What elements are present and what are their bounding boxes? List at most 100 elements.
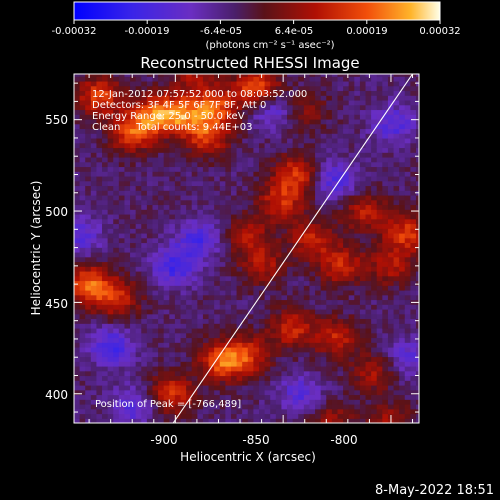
heatmap-cell <box>113 413 120 419</box>
heatmap-cell <box>113 109 120 115</box>
heatmap-cell <box>264 99 271 106</box>
heatmap-cell <box>124 256 131 263</box>
heatmap-cell <box>253 318 260 324</box>
heatmap-cell <box>74 133 81 139</box>
heatmap-cell <box>365 275 372 282</box>
heatmap-cell <box>343 280 350 286</box>
heatmap-cell <box>180 304 187 310</box>
heatmap-cell <box>354 256 361 263</box>
heatmap-cell <box>96 394 103 400</box>
heatmap-cell <box>259 137 266 144</box>
heatmap-cell <box>113 156 120 163</box>
heatmap-cell <box>225 280 232 286</box>
heatmap-cell <box>259 332 266 339</box>
heatmap-cell <box>214 128 221 134</box>
heatmap-cell <box>298 370 305 377</box>
heatmap-cell <box>158 74 165 77</box>
heatmap-cell <box>281 80 288 87</box>
heatmap-cell <box>135 247 142 253</box>
heatmap-cell <box>365 285 372 291</box>
heatmap-cell <box>236 299 243 305</box>
heatmap-cell <box>236 318 243 324</box>
heatmap-cell <box>292 346 299 353</box>
heatmap-cell <box>264 76 271 82</box>
heatmap-cell <box>382 289 389 296</box>
heatmap-cell <box>180 256 187 263</box>
heatmap-cell <box>292 237 299 244</box>
heatmap-cell <box>158 394 165 400</box>
heatmap-cell <box>107 270 114 277</box>
heatmap-cell <box>331 361 339 367</box>
heatmap-cell <box>158 232 165 239</box>
colorbar: -0.00032 -0.00019 -6.4e-05 6.4e-05 0.000… <box>52 1 461 51</box>
heatmap-cell <box>85 228 92 234</box>
heatmap-cell <box>118 99 126 106</box>
heatmap-cell <box>146 247 154 253</box>
heatmap-cell <box>85 356 92 362</box>
heatmap-cell <box>191 399 198 405</box>
heatmap-cell <box>130 327 137 334</box>
heatmap-cell <box>309 99 316 106</box>
heatmap-cell <box>191 213 198 220</box>
heatmap-cell <box>264 114 271 120</box>
heatmap-cell <box>202 294 210 301</box>
heatmap-cell <box>74 114 81 120</box>
heatmap-cell <box>174 190 182 196</box>
heatmap-cell <box>202 166 210 172</box>
heatmap-cell <box>236 133 243 139</box>
heatmap-cell <box>135 104 142 111</box>
heatmap-cell <box>208 118 215 125</box>
heatmap-cell <box>281 237 288 244</box>
heatmap-cell <box>74 247 81 253</box>
heatmap-cell <box>146 209 154 215</box>
heatmap-cell <box>337 204 344 210</box>
heatmap-cell <box>303 242 311 248</box>
heatmap-cell <box>208 147 215 153</box>
heatmap-cell <box>281 247 288 253</box>
heatmap-cell <box>253 133 260 139</box>
heatmap-cell <box>287 166 294 172</box>
heatmap-cell <box>163 280 170 286</box>
heatmap-cell <box>348 304 355 310</box>
heatmap-cell <box>275 351 283 358</box>
heatmap-cell <box>225 308 232 315</box>
heatmap-cell <box>264 299 271 305</box>
heatmap-cell <box>230 351 238 358</box>
heatmap-cell <box>113 408 120 415</box>
heatmap-cell <box>130 180 137 187</box>
heatmap-cell <box>90 175 98 182</box>
heatmap-cell <box>382 270 389 277</box>
heatmap-cell <box>174 299 182 305</box>
heatmap-cell <box>264 123 271 130</box>
heatmap-cell <box>230 380 238 386</box>
heatmap-cell <box>152 285 159 291</box>
heatmap-cell <box>219 308 226 315</box>
heatmap-cell <box>186 304 193 310</box>
heatmap-cell <box>85 209 92 215</box>
heatmap-cell <box>174 242 182 248</box>
heatmap-cell <box>219 266 226 272</box>
heatmap-cell <box>298 166 305 172</box>
heatmap-cell <box>169 280 176 286</box>
heatmap-cell <box>146 223 154 229</box>
heatmap-cell <box>365 237 372 244</box>
heatmap-cell <box>298 280 305 286</box>
heatmap-cell <box>141 118 148 125</box>
heatmap-cell <box>85 80 92 87</box>
heatmap-cell <box>186 142 193 149</box>
heatmap-cell <box>146 308 154 315</box>
heatmap-cell <box>326 152 333 158</box>
heatmap-cell <box>141 408 148 415</box>
heatmap-cell <box>152 104 159 111</box>
heatmap-cell <box>399 389 406 396</box>
heatmap-cell <box>309 104 316 111</box>
heatmap-cell <box>79 209 86 215</box>
heatmap-cell <box>343 389 350 396</box>
heatmap-cell <box>141 171 148 177</box>
heatmap-cell <box>365 294 372 301</box>
heatmap-cell <box>169 275 176 282</box>
heatmap-cell <box>180 199 187 206</box>
heatmap-cell <box>174 209 182 215</box>
heatmap-cell <box>124 351 131 358</box>
heatmap-cell <box>259 185 266 191</box>
